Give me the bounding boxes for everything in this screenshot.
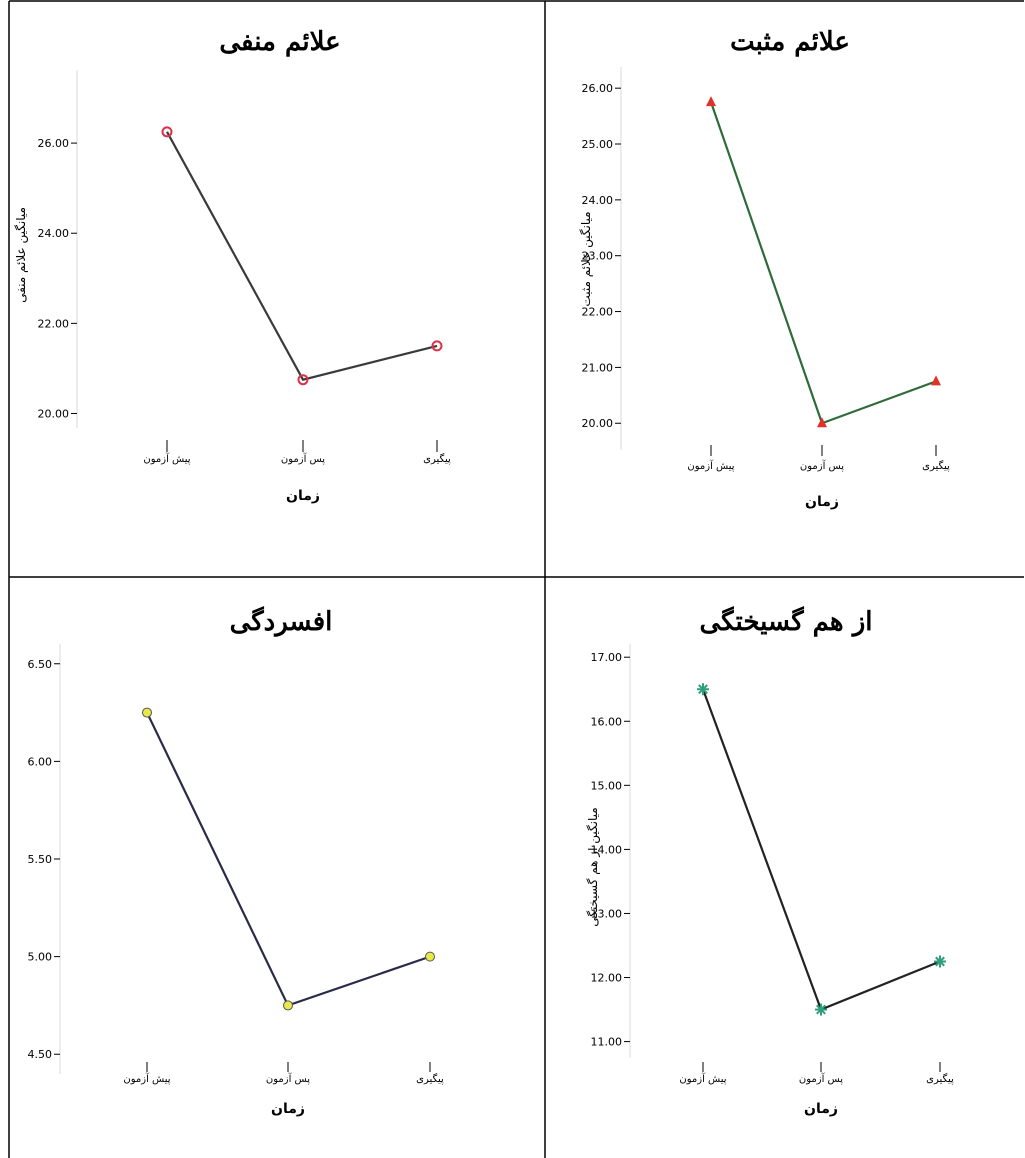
x-axis-title: زمان [286,488,320,504]
y-tick-label: 13.00 [591,907,623,920]
x-axis-title: زمان [805,494,839,510]
y-tick-label: 25.00 [582,138,614,151]
data-point [931,375,941,386]
y-axis-title: میانگین علائم منفی [14,207,29,303]
x-tick-label: پس آزمون [281,452,325,465]
x-tick-label: پیگیری [416,1073,444,1085]
y-tick-label: 22.00 [582,306,614,319]
series-line [709,101,937,425]
y-tick-label: 26.00 [38,137,70,150]
data-point [431,340,443,352]
data-point [297,374,309,386]
series-line [146,712,431,1007]
y-tick-label: 21.00 [582,361,614,374]
y-tick-label: 5.00 [28,951,53,964]
y-tick-label: 22.00 [38,317,70,330]
data-point [815,1003,827,1016]
x-tick-label: پس آزمون [800,459,844,472]
x-tick-label: پس آزمون [266,1072,310,1085]
data-point [142,707,152,718]
panel-title: علائم مثبت [730,27,850,57]
y-tick-label: 20.00 [582,417,614,430]
y-tick-label: 17.00 [591,651,623,664]
x-tick-label: پیش آزمون [687,459,734,472]
panel-title: علائم منفی [219,27,340,57]
x-tick-label: پیگیری [922,460,950,472]
x-tick-label: پیش آزمون [123,1072,170,1085]
panel-title: از هم گسیختگی [700,606,873,637]
data-point [283,1000,293,1011]
data-point [425,951,435,962]
x-tick-label: پیگیری [423,453,451,465]
panel-negative-symptoms: علائم منفی 20.00 22.00 24.00 26.00 میانگین عل… [14,27,451,504]
panel-disorganization: از هم گسیختگی 11.00 12.00 13.00 14.00 15.00 16… [586,606,954,1117]
figure-frame [8,0,1024,1158]
x-axis-title: زمان [271,1101,305,1117]
y-tick-label: 23.00 [582,250,614,263]
x-tick-label: پیش آزمون [679,1072,726,1085]
y-tick-label: 20.00 [38,407,70,420]
y-tick-label: 6.50 [28,658,53,671]
panel-title: افسردگی [230,606,333,637]
x-tick-label: پس آزمون [799,1072,843,1085]
y-tick-label: 11.00 [591,1036,623,1049]
y-tick-label: 16.00 [591,715,623,728]
y-tick-label: 24.00 [582,194,614,207]
y-tick-label: 14.00 [591,843,623,856]
data-point [706,96,716,107]
y-tick-label: 12.00 [591,972,623,985]
panel-positive-symptoms: علائم مثبت 20.00 21.00 22.00 23.00 24.00 25.00… [579,27,950,510]
y-tick-label: 26.00 [582,82,614,95]
series-line [701,688,941,1012]
series-line [166,131,438,381]
y-tick-label: 24.00 [38,227,70,240]
data-point [697,683,709,696]
y-axis-title: میانگین علائم مثبت [579,211,594,306]
y-tick-label: 5.50 [28,853,53,866]
data-point [161,126,173,138]
panel-depression: افسردگی 4.50 5.00 5.50 6.00 6.50 پیش آزمون پس آ… [28,606,445,1117]
y-tick-label: 6.00 [28,755,53,768]
y-tick-label: 4.50 [28,1048,53,1061]
data-point [817,417,827,428]
x-tick-label: پیگیری [926,1073,954,1085]
x-tick-label: پیش آزمون [143,452,190,465]
data-point [934,955,946,968]
x-axis-title: زمان [804,1101,838,1117]
y-tick-label: 15.00 [591,779,623,792]
y-axis-title: میانگین از هم گسیختگی [586,807,601,926]
